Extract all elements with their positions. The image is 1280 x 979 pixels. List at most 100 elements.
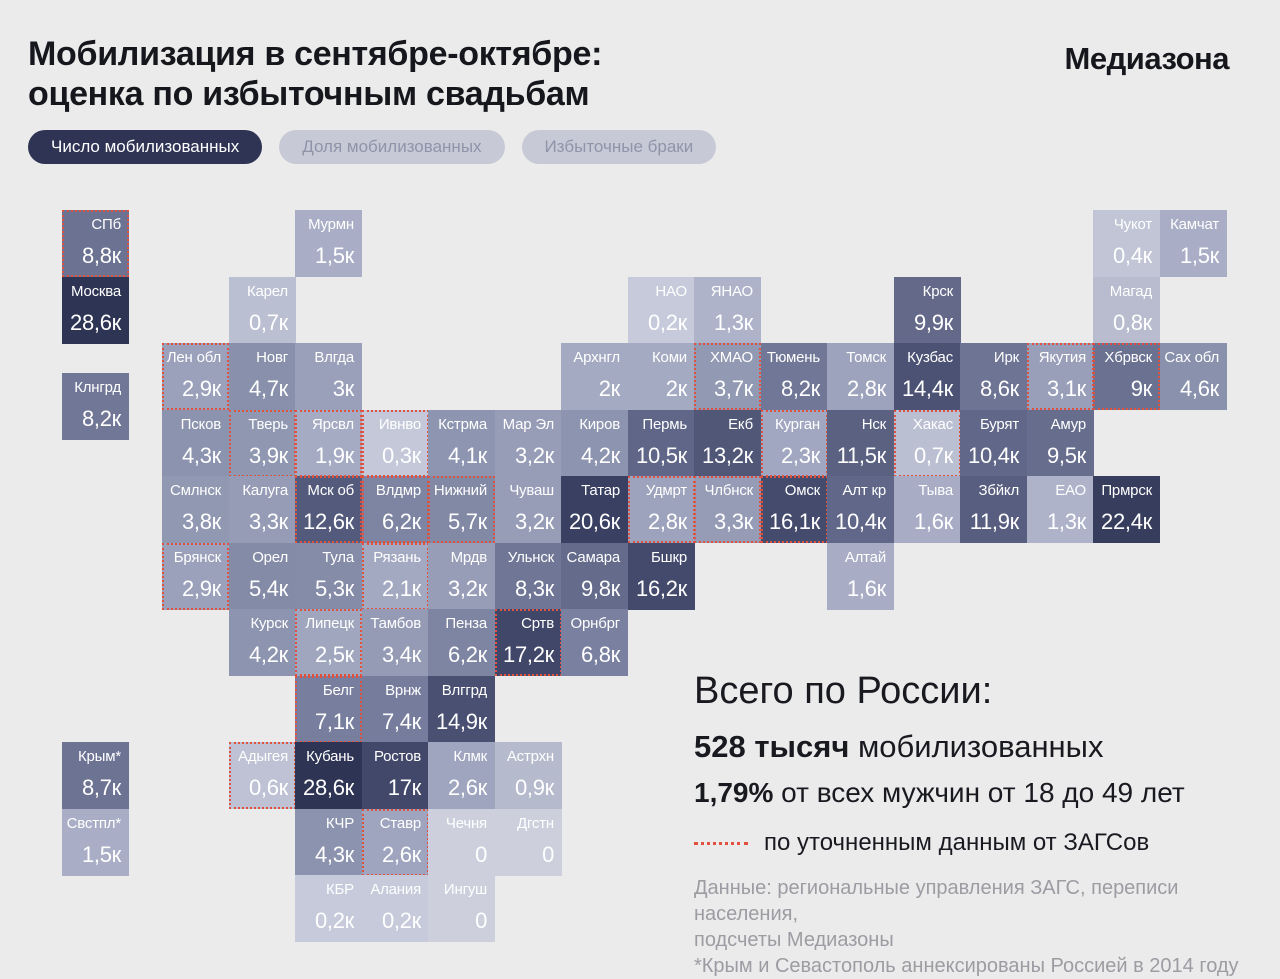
map-tile[interactable]: КЧР 4,3к: [295, 809, 362, 876]
map-tile[interactable]: Крск 9,9к: [894, 277, 961, 344]
map-tile[interactable]: ЯНАО 1,3к: [694, 277, 761, 344]
region-label: Самара: [566, 549, 621, 566]
map-tile[interactable]: Кубань 28,6к: [295, 742, 362, 809]
map-tile[interactable]: Омск 16,1к: [761, 476, 828, 543]
map-tile[interactable]: Алт кр 10,4к: [827, 476, 894, 543]
map-tile[interactable]: Пенза 6,2к: [428, 609, 495, 676]
map-tile[interactable]: Хбрвск 9к: [1093, 343, 1160, 410]
map-tile[interactable]: Сах обл 4,6к: [1160, 343, 1227, 410]
map-tile[interactable]: Прмрск 22,4к: [1093, 476, 1160, 543]
map-tile[interactable]: Псков 4,3к: [162, 410, 229, 477]
map-tile[interactable]: Белг 7,1к: [295, 676, 362, 743]
map-tile[interactable]: ХМАО 3,7к: [694, 343, 761, 410]
map-tile[interactable]: Нижний 5,7к: [428, 476, 495, 543]
map-tile[interactable]: Влдмр 6,2к: [362, 476, 429, 543]
map-tile[interactable]: Кузбас 14,4к: [894, 343, 961, 410]
map-tile[interactable]: КБР 0,2к: [295, 875, 362, 942]
region-label: Брянск: [173, 549, 221, 566]
region-label: НАО: [655, 283, 687, 300]
map-tile[interactable]: Свстпл* 1,5к: [62, 809, 129, 876]
map-tile[interactable]: Бурят 10,4к: [960, 410, 1027, 477]
map-tile[interactable]: Амур 9,5к: [1027, 410, 1094, 477]
tab-excess-marriages[interactable]: Избыточные браки: [521, 130, 717, 164]
map-tile[interactable]: Томск 2,8к: [827, 343, 894, 410]
map-tile[interactable]: НАО 0,2к: [628, 277, 695, 344]
map-tile[interactable]: СПб 8,8к: [62, 210, 129, 277]
map-tile[interactable]: Чукот 0,4к: [1093, 210, 1160, 277]
map-tile[interactable]: Магад 0,8к: [1093, 277, 1160, 344]
map-tile[interactable]: Врнж 7,4к: [362, 676, 429, 743]
map-tile[interactable]: Якутия 3,1к: [1027, 343, 1094, 410]
map-tile[interactable]: Курган 2,3к: [761, 410, 828, 477]
map-tile[interactable]: Чечня 0: [428, 809, 495, 876]
map-tile[interactable]: Ингуш 0: [428, 875, 495, 942]
map-tile[interactable]: Влгда 3к: [295, 343, 362, 410]
tab-mobilized-share[interactable]: Доля мобилизованных: [279, 130, 505, 164]
map-tile[interactable]: Алтай 1,6к: [827, 543, 894, 610]
map-tile[interactable]: Самара 9,8к: [561, 543, 628, 610]
map-tile[interactable]: Мурмн 1,5к: [295, 210, 362, 277]
map-tile[interactable]: Ульнск 8,3к: [495, 543, 562, 610]
map-tile[interactable]: Хакас 0,7к: [894, 410, 961, 477]
russia-total-summary: Всего по России: 528 тысяч мобилизованны…: [694, 669, 1269, 979]
map-tile[interactable]: Калуга 3,3к: [229, 476, 296, 543]
map-tile[interactable]: Архнгл 2к: [561, 343, 628, 410]
map-tile[interactable]: Мар Эл 3,2к: [495, 410, 562, 477]
map-tile[interactable]: Удмрт 2,8к: [628, 476, 695, 543]
map-tile[interactable]: Ставр 2,6к: [362, 809, 429, 876]
map-tile[interactable]: Кстрма 4,1к: [428, 410, 495, 477]
map-tile[interactable]: Клнгрд 8,2к: [62, 373, 129, 440]
map-tile[interactable]: Смлнск 3,8к: [162, 476, 229, 543]
region-value: 0,2к: [647, 310, 687, 335]
map-tile[interactable]: Курск 4,2к: [229, 609, 296, 676]
region-value: 11,5к: [836, 443, 887, 468]
map-tile[interactable]: Киров 4,2к: [561, 410, 628, 477]
map-tile[interactable]: Липецк 2,5к: [295, 609, 362, 676]
map-tile[interactable]: Лен обл 2,9к: [162, 343, 229, 410]
map-tile[interactable]: Рязань 2,1к: [362, 543, 429, 610]
map-tile[interactable]: Мск об 12,6к: [295, 476, 362, 543]
map-tile[interactable]: Астрхн 0,9к: [495, 742, 562, 809]
map-tile[interactable]: Дгстн 0: [495, 809, 562, 876]
map-tile[interactable]: Татар 20,6к: [561, 476, 628, 543]
map-tile[interactable]: Алания 0,2к: [362, 875, 429, 942]
map-tile[interactable]: Тверь 3,9к: [229, 410, 296, 477]
map-tile[interactable]: Карел 0,7к: [229, 277, 296, 344]
map-tile[interactable]: Члбнск 3,3к: [694, 476, 761, 543]
mediazona-logo[interactable]: Медиазона: [1064, 41, 1230, 76]
map-tile[interactable]: Орел 5,4к: [229, 543, 296, 610]
map-tile[interactable]: Крым* 8,7к: [62, 742, 129, 809]
map-tile[interactable]: Орнбрг 6,8к: [561, 609, 628, 676]
map-tile[interactable]: Камчат 1,5к: [1160, 210, 1227, 277]
map-tile[interactable]: Бшкр 16,2к: [628, 543, 695, 610]
map-tile[interactable]: Сртв 17,2к: [495, 609, 562, 676]
region-label: Алтай: [844, 549, 886, 566]
page-title-line1: Мобилизация в сентябре-октябре:: [28, 35, 603, 73]
map-tile[interactable]: Тыва 1,6к: [894, 476, 961, 543]
map-tile[interactable]: Коми 2к: [628, 343, 695, 410]
map-tile[interactable]: Брянск 2,9к: [162, 543, 229, 610]
map-tile[interactable]: Пермь 10,5к: [628, 410, 695, 477]
map-tile[interactable]: Клмк 2,6к: [428, 742, 495, 809]
map-tile[interactable]: Екб 13,2к: [694, 410, 761, 477]
map-tile[interactable]: Новг 4,7к: [229, 343, 296, 410]
map-tile[interactable]: Москва 28,6к: [62, 277, 129, 344]
map-tile[interactable]: Мрдв 3,2к: [428, 543, 495, 610]
map-tile[interactable]: Ирк 8,6к: [960, 343, 1027, 410]
map-tile[interactable]: Адыгея 0,6к: [229, 742, 296, 809]
map-tile[interactable]: Ярсвл 1,9к: [295, 410, 362, 477]
map-tile[interactable]: Влггрд 14,9к: [428, 676, 495, 743]
map-tile[interactable]: Тула 5,3к: [295, 543, 362, 610]
map-tile[interactable]: Тюмень 8,2к: [761, 343, 828, 410]
region-label: Тамбов: [370, 615, 421, 632]
tab-mobilized-count[interactable]: Число мобилизованных: [28, 130, 263, 164]
map-tile[interactable]: Ростов 17к: [362, 742, 429, 809]
summary-percent-number: 1,79%: [694, 777, 774, 808]
map-tile[interactable]: Нск 11,5к: [827, 410, 894, 477]
region-value: 8,3к: [514, 576, 554, 601]
map-tile[interactable]: ЕАО 1,3к: [1027, 476, 1094, 543]
map-tile[interactable]: Збйкл 11,9к: [960, 476, 1027, 543]
map-tile[interactable]: Ивнво 0,3к: [362, 410, 429, 477]
map-tile[interactable]: Чуваш 3,2к: [495, 476, 562, 543]
map-tile[interactable]: Тамбов 3,4к: [362, 609, 429, 676]
